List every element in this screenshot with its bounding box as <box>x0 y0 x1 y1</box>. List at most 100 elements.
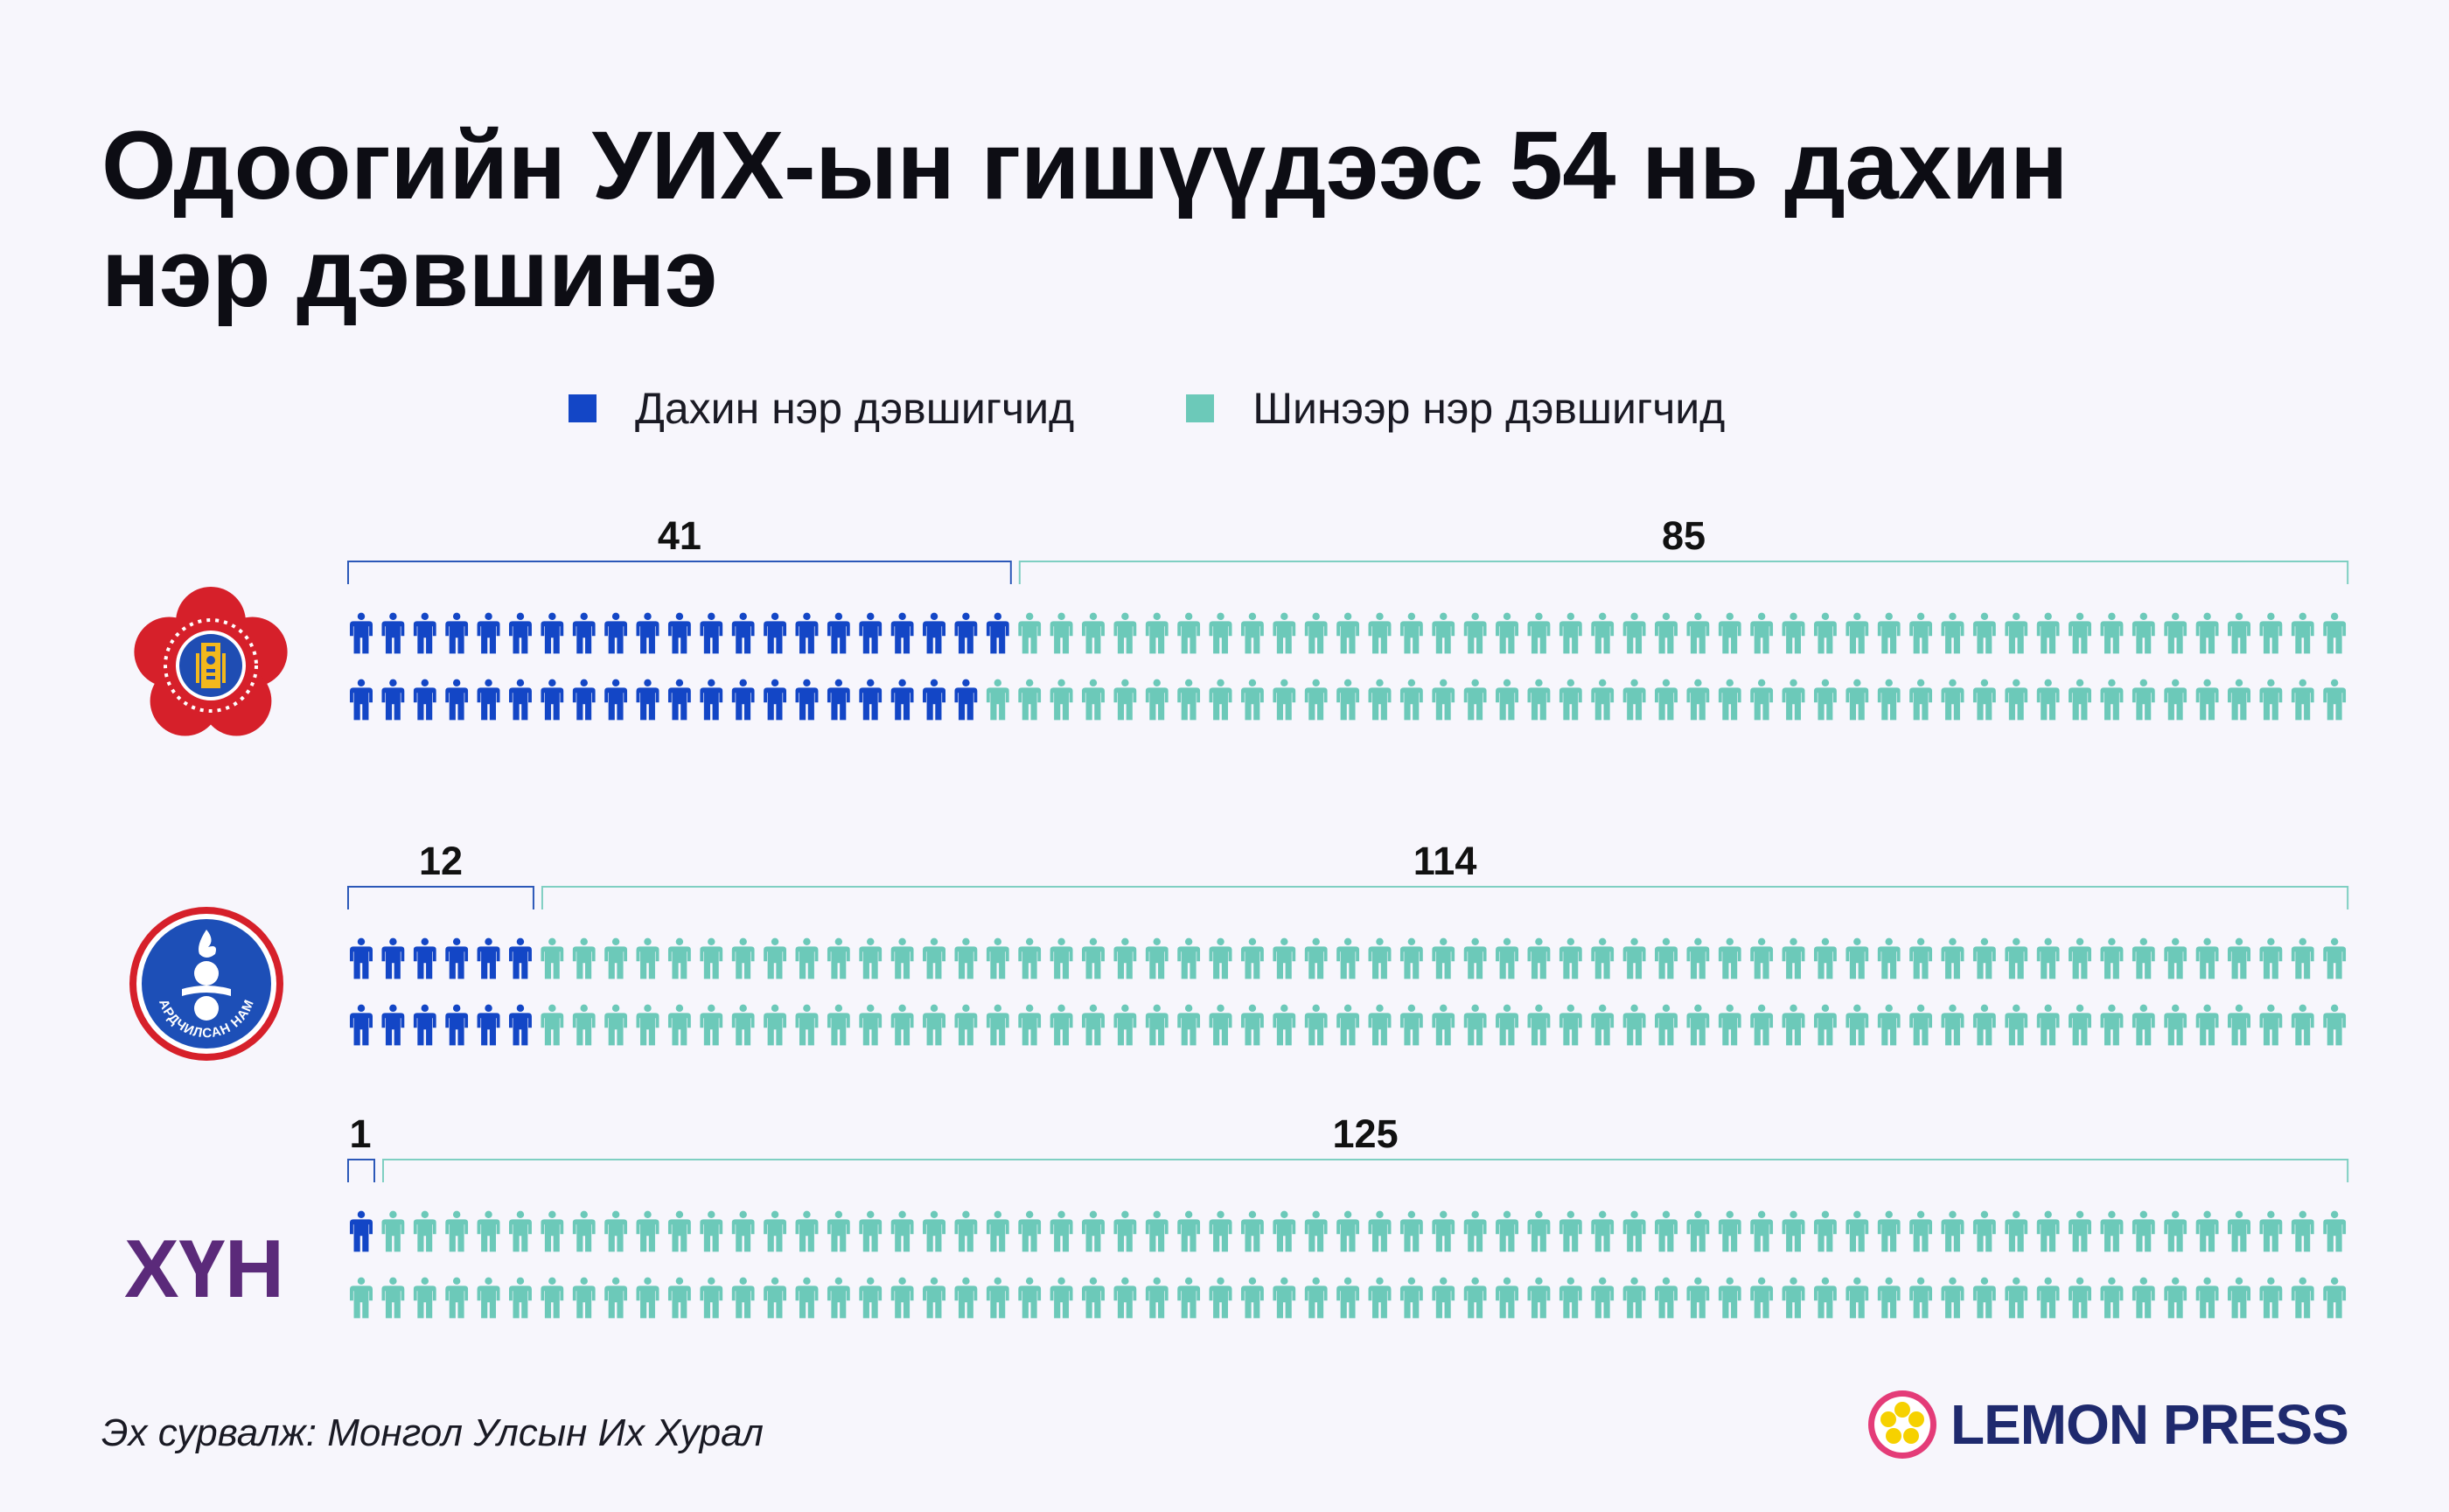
returning-candidate-icon <box>890 679 914 721</box>
new-candidate-icon <box>2100 679 2124 721</box>
new-candidate-icon <box>827 937 850 979</box>
new-candidate-icon <box>2228 1210 2250 1252</box>
new-candidate-icon <box>1718 679 1741 721</box>
returning-candidate-icon <box>764 612 787 654</box>
new-candidate-icon <box>1941 679 1964 721</box>
legend-label-new: Шинээр нэр дэвшигчид <box>1252 384 1726 433</box>
new-candidate-icon <box>1177 612 1201 654</box>
new-candidate-icon <box>1113 1210 1137 1252</box>
new-candidate-icon <box>1113 679 1137 721</box>
new-candidate-icon <box>1368 1004 1392 1046</box>
legend-item-new: Шинээр нэр дэвшигчид <box>1186 383 1725 434</box>
new-candidate-icon <box>1622 679 1646 721</box>
new-candidate-icon <box>1972 1277 1996 1319</box>
new-candidate-icon <box>413 1277 436 1319</box>
new-candidate-icon <box>445 1277 469 1319</box>
new-candidate-icon <box>636 1004 659 1046</box>
new-candidate-icon <box>2132 1004 2155 1046</box>
new-candidate-icon <box>636 937 659 979</box>
new-candidate-icon <box>667 1004 691 1046</box>
new-candidate-icon <box>2132 679 2155 721</box>
returning-candidate-icon <box>413 679 436 721</box>
new-candidate-icon <box>1081 679 1105 721</box>
new-candidate-icon <box>1527 1210 1551 1252</box>
new-candidate-icon <box>2323 612 2347 654</box>
new-candidate-icon <box>954 1004 978 1046</box>
new-candidate-icon <box>1177 679 1201 721</box>
new-candidate-icon <box>2195 612 2219 654</box>
new-candidate-icon <box>827 1277 850 1319</box>
new-candidate-icon <box>2291 1277 2314 1319</box>
new-candidate-icon <box>764 1210 787 1252</box>
new-candidate-icon <box>700 937 723 979</box>
new-candidate-icon <box>572 1277 596 1319</box>
returning-candidate-icon <box>381 937 405 979</box>
new-candidate-icon <box>731 1004 755 1046</box>
new-candidate-icon <box>795 1277 819 1319</box>
returning-candidate-icon <box>827 612 850 654</box>
new-candidate-icon <box>1782 1277 1805 1319</box>
new-candidate-icon <box>541 937 564 979</box>
mpp-logo <box>134 587 288 736</box>
new-candidate-icon <box>2036 1277 2060 1319</box>
new-candidate-icon <box>2259 1277 2283 1319</box>
count-label-new: 114 <box>1413 839 1477 883</box>
new-candidate-icon <box>1177 937 1201 979</box>
new-candidate-icon <box>2100 1277 2124 1319</box>
new-candidate-icon <box>1527 1004 1551 1046</box>
returning-candidate-icon <box>350 1004 373 1046</box>
new-candidate-icon <box>2259 937 2283 979</box>
new-candidate-icon <box>1527 1277 1551 1319</box>
new-candidate-icon <box>1527 612 1551 654</box>
new-candidate-icon <box>1368 679 1392 721</box>
new-candidate-icon <box>2228 1004 2250 1046</box>
new-candidate-icon <box>1686 1004 1710 1046</box>
new-candidate-icon <box>1559 679 1582 721</box>
source-note: Эх сурвалж: Монгол Улсын Их Хурал <box>101 1411 764 1454</box>
returning-candidate-icon <box>445 679 469 721</box>
new-candidate-icon <box>1240 612 1264 654</box>
new-candidate-icon <box>2259 612 2283 654</box>
new-candidate-icon <box>1877 1277 1901 1319</box>
new-candidate-icon <box>1050 1277 1073 1319</box>
new-candidate-icon <box>1177 1277 1201 1319</box>
new-candidate-icon <box>2069 1004 2092 1046</box>
new-candidate-icon <box>1972 1210 1996 1252</box>
new-candidate-icon <box>1813 1277 1837 1319</box>
new-candidate-icon <box>1399 612 1423 654</box>
new-candidate-icon <box>859 1004 883 1046</box>
new-candidate-icon <box>859 937 883 979</box>
new-candidate-icon <box>1081 1210 1105 1252</box>
new-candidate-icon <box>1496 679 1519 721</box>
new-candidate-icon <box>1813 1004 1837 1046</box>
new-candidate-icon <box>2069 1277 2092 1319</box>
new-candidate-icon <box>1496 1210 1519 1252</box>
new-candidate-icon <box>2100 1210 2124 1252</box>
new-candidate-icon <box>2069 1210 2092 1252</box>
new-candidate-icon <box>2291 612 2314 654</box>
new-candidate-icon <box>1654 612 1678 654</box>
new-candidate-icon <box>1304 612 1328 654</box>
new-candidate-icon <box>2005 679 2028 721</box>
new-candidate-icon <box>1718 1277 1741 1319</box>
new-candidate-icon <box>2069 679 2092 721</box>
legend: Дахин нэр дэвшигчид Шинээр нэр дэвшигчид <box>569 383 1837 434</box>
new-candidate-icon <box>1527 679 1551 721</box>
new-candidate-icon <box>1304 1277 1328 1319</box>
new-candidate-icon <box>2164 612 2187 654</box>
new-candidate-icon <box>2291 1210 2314 1252</box>
new-candidate-icon <box>1113 1277 1137 1319</box>
new-candidate-icon <box>2228 612 2250 654</box>
new-candidate-icon <box>1113 937 1137 979</box>
new-candidate-icon <box>795 1210 819 1252</box>
new-candidate-icon <box>2164 679 2187 721</box>
returning-candidate-icon <box>636 612 659 654</box>
new-candidate-icon <box>1718 937 1741 979</box>
returning-candidate-icon <box>667 679 691 721</box>
new-candidate-icon <box>2164 1277 2187 1319</box>
new-candidate-icon <box>2291 1004 2314 1046</box>
new-candidate-icon <box>1496 1004 1519 1046</box>
new-candidate-icon <box>1877 1210 1901 1252</box>
chart-title: Одоогийн УИХ-ын гишүүдээс 54 нь дахин нэ… <box>101 112 2201 327</box>
xyh-logo: ХҮН <box>124 1223 284 1314</box>
